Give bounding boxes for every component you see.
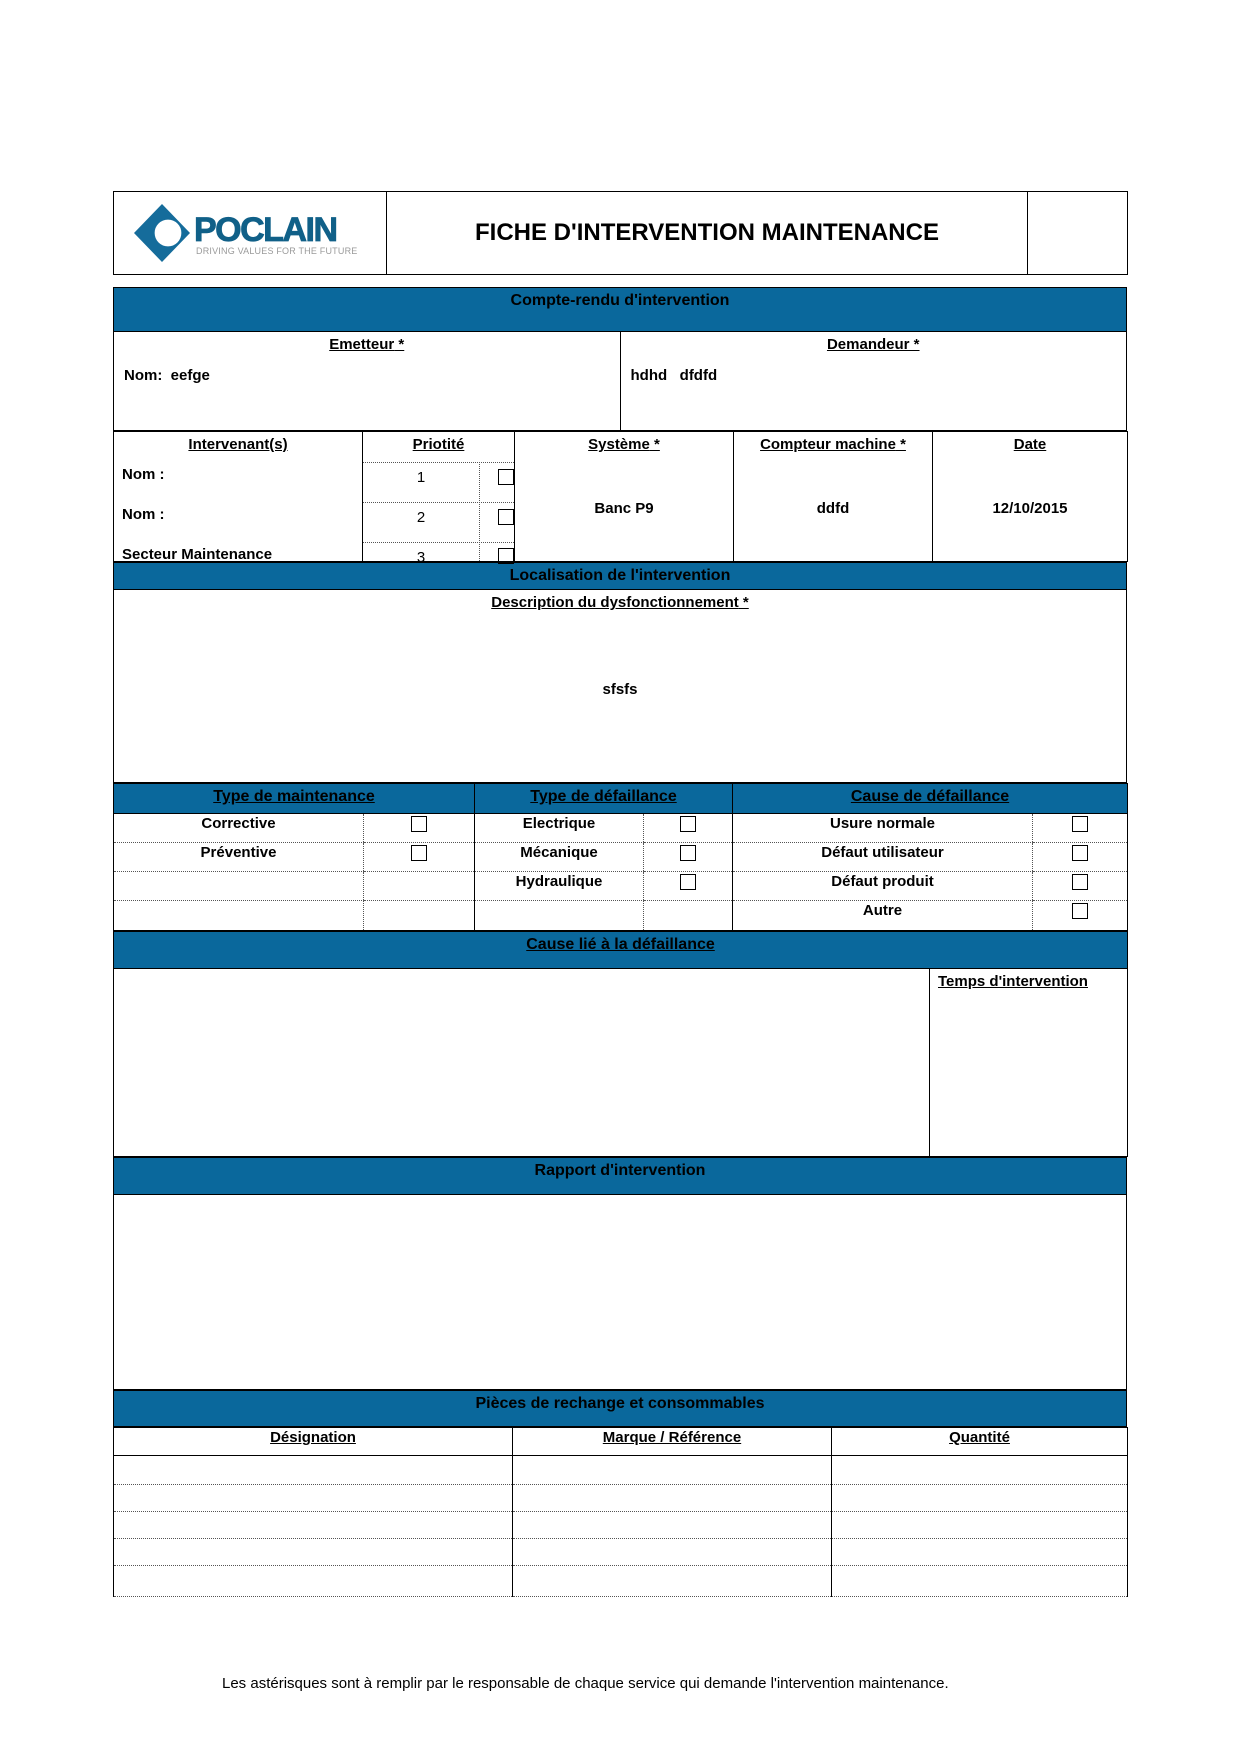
svg-text:DRIVING VALUES FOR THE FUTURE: DRIVING VALUES FOR THE FUTURE	[196, 246, 358, 256]
svg-text:POCLAIN: POCLAIN	[194, 211, 337, 249]
